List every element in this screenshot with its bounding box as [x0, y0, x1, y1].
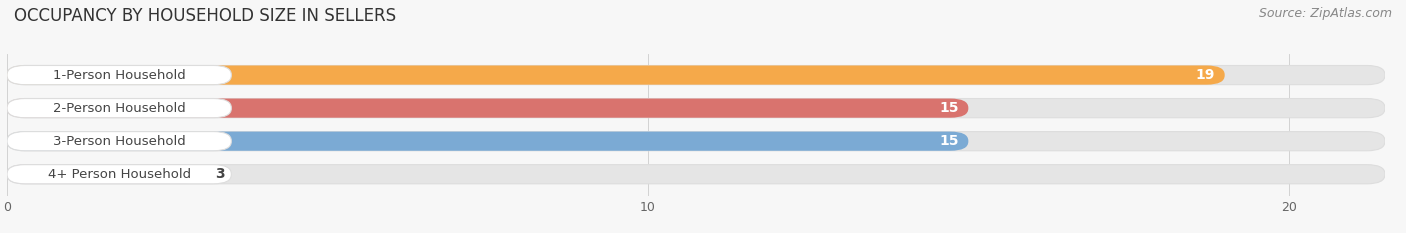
- FancyBboxPatch shape: [7, 132, 1385, 151]
- FancyBboxPatch shape: [7, 132, 232, 151]
- Text: 3: 3: [215, 167, 225, 181]
- Text: Source: ZipAtlas.com: Source: ZipAtlas.com: [1258, 7, 1392, 20]
- FancyBboxPatch shape: [7, 165, 232, 184]
- Text: 19: 19: [1195, 68, 1215, 82]
- Text: 2-Person Household: 2-Person Household: [53, 102, 186, 115]
- FancyBboxPatch shape: [7, 165, 200, 184]
- FancyBboxPatch shape: [7, 99, 969, 118]
- Text: 1-Person Household: 1-Person Household: [53, 69, 186, 82]
- FancyBboxPatch shape: [7, 132, 969, 151]
- FancyBboxPatch shape: [7, 65, 1385, 85]
- FancyBboxPatch shape: [7, 99, 1385, 118]
- Text: 15: 15: [939, 101, 959, 115]
- FancyBboxPatch shape: [7, 99, 232, 118]
- Text: OCCUPANCY BY HOUSEHOLD SIZE IN SELLERS: OCCUPANCY BY HOUSEHOLD SIZE IN SELLERS: [14, 7, 396, 25]
- Text: 4+ Person Household: 4+ Person Household: [48, 168, 191, 181]
- Text: 15: 15: [939, 134, 959, 148]
- Text: 3-Person Household: 3-Person Household: [53, 135, 186, 148]
- FancyBboxPatch shape: [7, 165, 1385, 184]
- FancyBboxPatch shape: [7, 65, 1225, 85]
- FancyBboxPatch shape: [7, 65, 232, 85]
